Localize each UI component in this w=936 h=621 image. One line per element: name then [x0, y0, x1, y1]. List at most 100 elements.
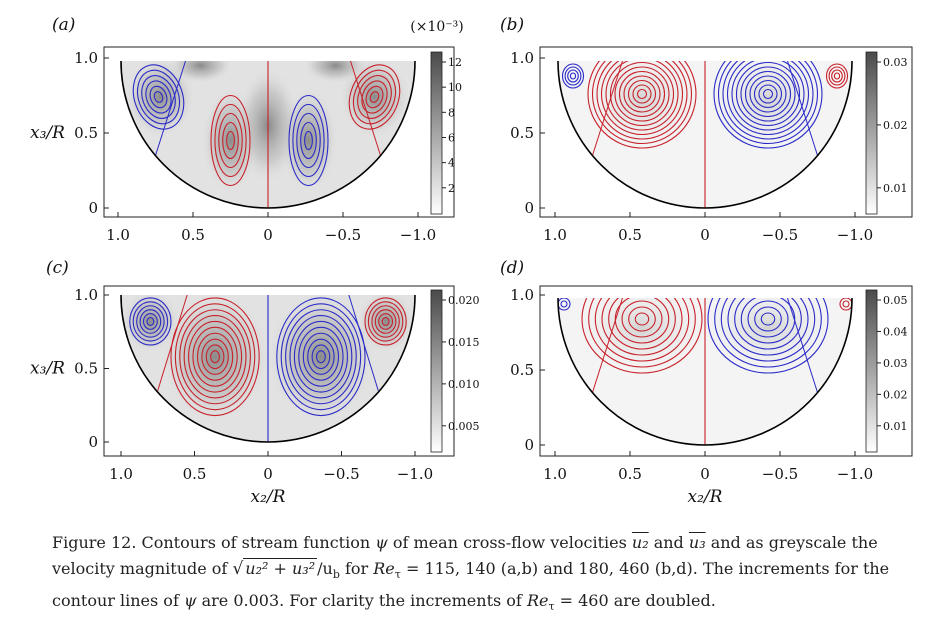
contour-negative [722, 61, 814, 140]
colorbar-tick-label: 0.02 [883, 119, 908, 132]
contour-negative [567, 69, 579, 83]
colorbar-tick-label: 0.03 [883, 357, 908, 370]
colorbar [865, 51, 878, 215]
plot-frame [539, 285, 913, 457]
pipe-wall [120, 294, 416, 443]
contour-positive [210, 350, 221, 364]
y-axis-label: x₃/R [30, 359, 65, 379]
contour-negative [560, 300, 568, 308]
contour-negative [276, 297, 366, 417]
contour-positive [839, 298, 852, 311]
contour-positive [634, 312, 650, 326]
y-tick-label: 1.0 [510, 49, 534, 67]
contour-positive [594, 298, 690, 362]
contour-positive [188, 320, 243, 393]
contour-negative [142, 313, 158, 330]
contour-negative [707, 298, 829, 374]
contour-negative [289, 314, 353, 399]
colorbar-tick-label: 2 [448, 182, 455, 195]
shade-blob [167, 61, 234, 84]
contour-positive [364, 297, 407, 346]
colorbar-tick-label: 0.04 [883, 325, 908, 338]
y-tick-label: 0.5 [510, 124, 534, 142]
contour-positive [618, 70, 666, 118]
contour-positive [833, 72, 841, 80]
plot-frame [539, 46, 913, 218]
contour-positive [614, 66, 670, 122]
x-axis-label: x₂/R [251, 487, 286, 507]
contour-negative [307, 338, 335, 375]
y-tick-label: 0.5 [510, 361, 534, 379]
colorbar-tick-label: 4 [448, 157, 455, 170]
contour-positive [842, 300, 850, 308]
contour-negative [302, 332, 340, 381]
contour-positive [374, 309, 397, 334]
colorbar [865, 289, 878, 453]
y-axis-label: x₃/R [30, 123, 65, 143]
colorbar-tick-label: 0.015 [448, 336, 480, 349]
contour-positive [214, 103, 247, 178]
contour-positive [222, 121, 239, 160]
panel-b: 1.0 0.5 0 −0.5 −1.0 1.0 0.5 0 (b) 0.03 0.02 0.01 [500, 15, 913, 244]
magnitude-shading [121, 61, 415, 208]
contour-negative [288, 94, 329, 187]
colorbar-tick-label: 8 [448, 106, 455, 119]
contour-positive [205, 344, 225, 370]
contour-positive [174, 303, 256, 411]
y-tick-label: 0 [88, 199, 98, 217]
contour-negative [740, 66, 796, 122]
contour-negative [753, 79, 783, 109]
contour-negative [561, 63, 585, 89]
x-tick-label: 0.5 [618, 226, 642, 244]
colorbar [430, 289, 443, 453]
x-tick-label: 1.0 [543, 226, 567, 244]
x-tick-label: −1.0 [837, 465, 873, 483]
contour-negative [735, 61, 801, 127]
separatrix [155, 61, 186, 156]
x-tick-label: 0 [700, 465, 710, 483]
contour-negative [734, 298, 802, 350]
contour-positive [210, 94, 251, 187]
y-tick-label: 1.0 [510, 286, 534, 304]
contour-negative [731, 61, 805, 131]
contour-negative [149, 85, 168, 109]
y-tick-label: 1.0 [74, 49, 98, 67]
y-tick-label: 0 [524, 436, 534, 454]
panel-a: 1.0 0.5 0 −0.5 −1.0 1.0 0.5 0 (a) x₃/R 12 10 8 6 4 2 (×1… [30, 15, 464, 244]
contour-positive [627, 79, 657, 109]
contour-negative [727, 298, 809, 356]
contour-positive [192, 326, 238, 387]
shade-blob [302, 61, 369, 84]
contour-positive [581, 298, 703, 374]
contour-negative [293, 320, 348, 393]
plot-frame [103, 46, 455, 218]
colorbar-tick-label: 0.05 [883, 294, 908, 307]
separatrix [592, 61, 623, 156]
x-tick-label: 0 [263, 465, 273, 483]
colorbar-tick-label: 12 [448, 56, 462, 69]
contour-positive [600, 61, 684, 136]
contour-positive [352, 69, 397, 125]
contour-positive [621, 300, 663, 338]
contour-negative [153, 91, 164, 103]
contour-negative [296, 112, 321, 169]
figure-caption: Figure 12. Contours of stream function ψ… [52, 533, 890, 614]
x-tick-label: 0 [263, 226, 273, 244]
contours [129, 295, 407, 442]
panel-label: (d) [500, 258, 524, 278]
contour-negative [139, 309, 162, 334]
x-tick-label: −1.0 [400, 226, 436, 244]
contour-positive [608, 298, 676, 350]
panel-d: 1.0 0.5 0 −0.5 −1.0 1.0 0.5 0 (d) x₂/R 0.05 0.04 0.0… [500, 258, 913, 507]
contour-negative [564, 66, 582, 86]
contour-negative [146, 317, 155, 326]
contour-negative [315, 350, 326, 364]
contour-negative [758, 84, 778, 104]
contour-negative [717, 61, 819, 145]
y-tick-label: 0.5 [74, 124, 98, 142]
contour-positive [183, 314, 247, 399]
contour-positive [628, 306, 656, 332]
shade-blob [265, 295, 377, 425]
contour-positive [367, 301, 404, 342]
contour-negative [747, 300, 789, 338]
